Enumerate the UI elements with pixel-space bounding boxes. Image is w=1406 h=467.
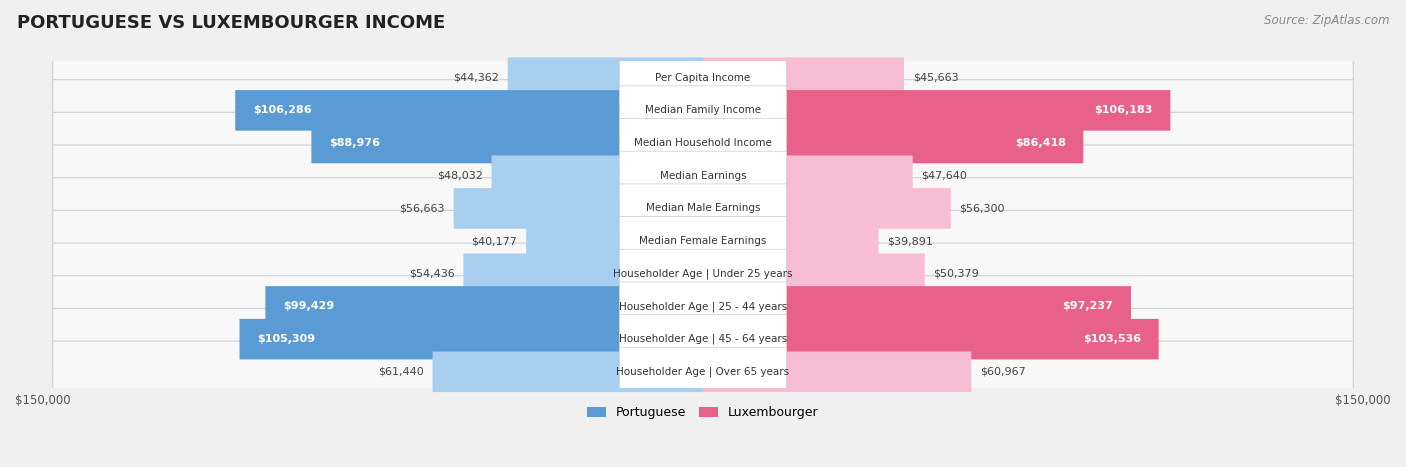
Text: Householder Age | Over 65 years: Householder Age | Over 65 years (616, 367, 790, 377)
FancyBboxPatch shape (703, 57, 904, 98)
FancyBboxPatch shape (235, 90, 703, 131)
FancyBboxPatch shape (454, 188, 703, 229)
FancyBboxPatch shape (52, 341, 1354, 403)
Text: $56,663: $56,663 (399, 204, 444, 213)
FancyBboxPatch shape (52, 243, 1354, 304)
FancyBboxPatch shape (703, 254, 925, 294)
FancyBboxPatch shape (620, 184, 786, 233)
FancyBboxPatch shape (508, 57, 703, 98)
FancyBboxPatch shape (620, 347, 786, 396)
Text: $44,362: $44,362 (453, 73, 499, 83)
FancyBboxPatch shape (52, 276, 1354, 337)
Text: $88,976: $88,976 (329, 138, 380, 148)
FancyBboxPatch shape (620, 151, 786, 200)
Text: $105,309: $105,309 (257, 334, 315, 344)
FancyBboxPatch shape (52, 177, 1354, 239)
Text: Median Household Income: Median Household Income (634, 138, 772, 148)
FancyBboxPatch shape (52, 113, 1354, 174)
FancyBboxPatch shape (239, 319, 703, 360)
FancyBboxPatch shape (620, 217, 786, 266)
Text: $103,536: $103,536 (1083, 334, 1142, 344)
FancyBboxPatch shape (703, 90, 1170, 131)
Text: Householder Age | 45 - 64 years: Householder Age | 45 - 64 years (619, 334, 787, 344)
FancyBboxPatch shape (703, 352, 972, 392)
FancyBboxPatch shape (52, 145, 1354, 206)
Text: $106,286: $106,286 (253, 106, 312, 115)
Text: $47,640: $47,640 (921, 171, 967, 181)
Text: $39,891: $39,891 (887, 236, 934, 246)
Text: $40,177: $40,177 (471, 236, 517, 246)
FancyBboxPatch shape (620, 249, 786, 298)
Text: $97,237: $97,237 (1063, 302, 1114, 311)
Text: Householder Age | Under 25 years: Householder Age | Under 25 years (613, 269, 793, 279)
Text: $48,032: $48,032 (437, 171, 482, 181)
Text: $61,440: $61,440 (378, 367, 423, 377)
Text: $86,418: $86,418 (1015, 138, 1066, 148)
Text: Per Capita Income: Per Capita Income (655, 73, 751, 83)
FancyBboxPatch shape (703, 286, 1130, 327)
FancyBboxPatch shape (620, 315, 786, 364)
Text: $60,967: $60,967 (980, 367, 1026, 377)
Text: Householder Age | 25 - 44 years: Householder Age | 25 - 44 years (619, 301, 787, 311)
Text: Median Family Income: Median Family Income (645, 106, 761, 115)
Text: $56,300: $56,300 (959, 204, 1005, 213)
FancyBboxPatch shape (703, 188, 950, 229)
Text: $99,429: $99,429 (283, 302, 335, 311)
Text: Median Female Earnings: Median Female Earnings (640, 236, 766, 246)
Text: Median Earnings: Median Earnings (659, 171, 747, 181)
FancyBboxPatch shape (620, 53, 786, 102)
FancyBboxPatch shape (52, 210, 1354, 272)
Text: $50,379: $50,379 (934, 269, 980, 279)
FancyBboxPatch shape (703, 221, 879, 262)
FancyBboxPatch shape (492, 156, 703, 196)
Text: PORTUGUESE VS LUXEMBOURGER INCOME: PORTUGUESE VS LUXEMBOURGER INCOME (17, 14, 446, 32)
FancyBboxPatch shape (52, 47, 1354, 108)
FancyBboxPatch shape (433, 352, 703, 392)
FancyBboxPatch shape (464, 254, 703, 294)
Text: $106,183: $106,183 (1094, 106, 1153, 115)
FancyBboxPatch shape (311, 123, 703, 163)
FancyBboxPatch shape (266, 286, 703, 327)
Text: $54,436: $54,436 (409, 269, 454, 279)
FancyBboxPatch shape (620, 119, 786, 168)
FancyBboxPatch shape (52, 80, 1354, 141)
FancyBboxPatch shape (703, 156, 912, 196)
FancyBboxPatch shape (52, 308, 1354, 370)
Text: $45,663: $45,663 (912, 73, 959, 83)
FancyBboxPatch shape (620, 282, 786, 331)
Legend: Portuguese, Luxembourger: Portuguese, Luxembourger (582, 402, 824, 425)
Text: Median Male Earnings: Median Male Earnings (645, 204, 761, 213)
FancyBboxPatch shape (703, 319, 1159, 360)
FancyBboxPatch shape (703, 123, 1084, 163)
FancyBboxPatch shape (620, 86, 786, 135)
FancyBboxPatch shape (526, 221, 703, 262)
Text: Source: ZipAtlas.com: Source: ZipAtlas.com (1264, 14, 1389, 27)
